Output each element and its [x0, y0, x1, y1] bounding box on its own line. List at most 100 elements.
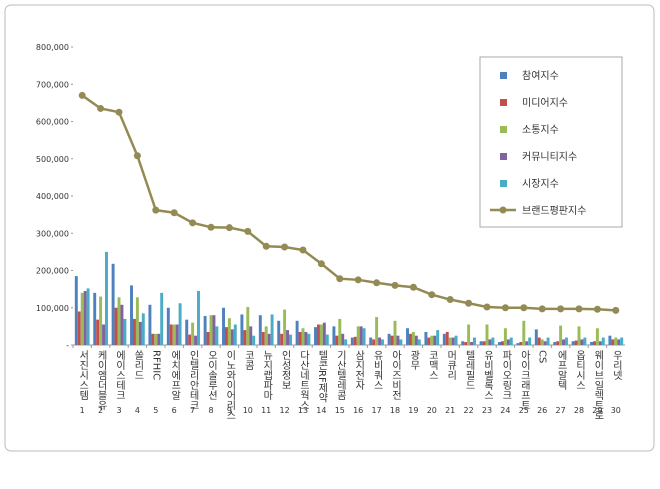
bar [356, 326, 360, 345]
bar [601, 337, 605, 345]
rank-label: 27 [556, 406, 566, 415]
rank-label: 14 [316, 406, 326, 415]
line-point [152, 206, 160, 214]
bar [427, 337, 431, 345]
bar [332, 326, 336, 345]
bar [417, 339, 421, 345]
line-point [373, 279, 381, 287]
legend-label: 소통지수 [522, 124, 559, 136]
bar [286, 330, 290, 345]
x-tick-label: CS [537, 350, 548, 363]
legend-swatch [500, 153, 507, 160]
rank-label: 18 [390, 406, 400, 415]
bar [516, 343, 520, 345]
bar [537, 337, 541, 345]
bar [381, 339, 384, 345]
bar [86, 288, 90, 345]
rank-label: 3 [116, 406, 121, 415]
rank-label: 8 [208, 406, 213, 415]
bar [316, 324, 320, 345]
bar [598, 341, 602, 345]
x-tick-label: 머큐리 [445, 350, 457, 381]
bar [498, 342, 501, 345]
bar [390, 335, 394, 345]
x-tick-label: 서진시스템 [77, 350, 89, 400]
bar [267, 333, 271, 345]
bar [120, 304, 124, 345]
bar [344, 339, 348, 345]
bar [577, 326, 581, 345]
rank-label: 21 [445, 406, 455, 415]
bar [461, 341, 465, 345]
bar [77, 311, 81, 345]
bar [295, 320, 299, 345]
bar [408, 333, 412, 345]
bar [178, 303, 182, 345]
x-tick-label: 인텔리안테크 [187, 350, 199, 410]
x-tick-label: 다산네트웍스 [298, 350, 310, 410]
line-point [97, 104, 105, 112]
y-tick-label: 400,000 [36, 192, 69, 201]
x-tick-label: 파이오링크 [500, 350, 512, 400]
x-tick-label: 옵티시스 [574, 350, 586, 390]
line-point [428, 291, 436, 299]
bar [396, 335, 400, 345]
x-tick-label: 텔콘RF제약 [316, 350, 328, 404]
bar [185, 319, 189, 345]
legend-swatch [500, 180, 507, 187]
bar [433, 335, 437, 345]
y-tick-label: 300,000 [36, 229, 69, 238]
line-point [391, 281, 399, 289]
x-tick-label: 아이즈비전 [390, 350, 402, 400]
rank-label: 26 [537, 406, 547, 415]
bar [614, 337, 618, 345]
line-point [244, 227, 252, 235]
rank-label: 20 [427, 406, 437, 415]
y-tick-label: 700,000 [36, 80, 69, 89]
bar [301, 328, 305, 345]
bar [252, 335, 256, 345]
bar [620, 337, 624, 345]
bar [175, 324, 179, 345]
bar [562, 339, 566, 345]
rank-label: 5 [153, 406, 158, 415]
bar [249, 326, 253, 345]
line-point [317, 260, 325, 268]
x-tick-label: 에이스테크 [114, 350, 126, 400]
bar [451, 337, 455, 345]
x-tick-label: 오이솔루션 [206, 350, 218, 400]
line-point [281, 243, 289, 251]
bar [172, 324, 176, 345]
bar [169, 324, 173, 345]
rank-label: 22 [464, 406, 474, 415]
bar [464, 342, 468, 345]
bar [406, 328, 409, 345]
bar [114, 307, 118, 345]
rank-label: 15 [335, 406, 345, 415]
rank-label: 10 [243, 406, 253, 415]
legend-label: 브랜드평판지수 [522, 205, 586, 217]
x-tick-label: 케이엠더블유 [95, 350, 107, 411]
rank-label: 4 [135, 406, 140, 415]
bar [556, 341, 560, 345]
bar [414, 335, 418, 345]
bar [83, 290, 87, 345]
bar [335, 335, 339, 345]
rank-label: 13 [298, 406, 308, 415]
bar [467, 324, 471, 345]
bar [227, 318, 231, 345]
bar [611, 339, 615, 345]
bar [224, 327, 228, 345]
bar [289, 334, 292, 345]
bar [482, 341, 486, 345]
rank-label: 7 [190, 406, 195, 415]
rank-label: 1 [80, 406, 85, 415]
rank-label: 24 [500, 406, 510, 415]
legend-label: 참여지수 [522, 70, 559, 82]
bar [188, 334, 192, 345]
bar [230, 329, 234, 345]
bar [151, 333, 155, 345]
bar [525, 341, 529, 345]
bar [372, 339, 376, 345]
bar [325, 334, 329, 345]
